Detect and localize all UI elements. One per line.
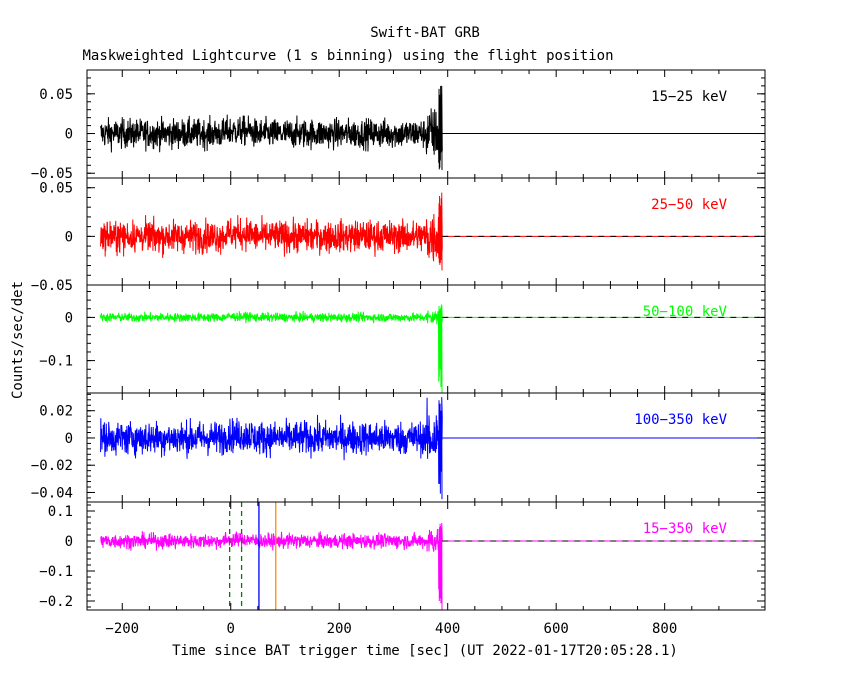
y-axis-label: Counts/sec/det [10, 281, 26, 399]
y-tick-label: 0.05 [39, 87, 73, 103]
x-axis-ticks: −200 0 200 400 600 800 [105, 621, 677, 637]
y-tick-label: 0 [65, 127, 73, 143]
panel-2: −0.1 0 50−100 keV [39, 284, 766, 394]
band-label-3: 100−350 keV [634, 412, 727, 428]
panel-1: −0.05 0 0.05 25−50 keV [31, 177, 766, 294]
x-tick-label: 600 [544, 621, 569, 637]
y-tick-label: 0 [65, 534, 73, 550]
band-label-4: 15−350 keV [643, 521, 728, 537]
band-label-2: 50−100 keV [643, 304, 728, 320]
chart-subtitle: Maskweighted Lightcurve (1 s binning) us… [82, 48, 613, 64]
y-tick-label: 0.02 [39, 404, 73, 420]
y-tick-label: −0.04 [31, 485, 73, 501]
y-tick-label: −0.2 [39, 594, 73, 610]
panel-0: −0.05 0 0.05 15−25 keV [31, 69, 766, 182]
panel-frame-4 [86, 501, 766, 611]
x-tick-label: −200 [105, 621, 139, 637]
band-label-0: 15−25 keV [651, 89, 727, 105]
y-tick-label: 0.05 [39, 181, 73, 197]
band-label-1: 25−50 keV [651, 197, 727, 213]
y-tick-label: 0 [65, 431, 73, 447]
x-tick-label: 800 [652, 621, 677, 637]
panel-3: −0.04 −0.02 0 0.02 100−350 keV [31, 392, 766, 503]
y-tick-label: 0 [65, 229, 73, 245]
x-axis-label: Time since BAT trigger time [sec] (UT 20… [172, 643, 678, 659]
y-tick-label: −0.1 [39, 354, 73, 370]
x-tick-label: 400 [435, 621, 460, 637]
x-tick-label: 200 [327, 621, 352, 637]
lightcurve-series-4 [100, 522, 443, 610]
y-tick-label: 0.1 [48, 504, 73, 520]
y-tick-label: −0.05 [31, 166, 73, 182]
y-tick-label: −0.1 [39, 564, 73, 580]
x-tick-label: 0 [227, 621, 235, 637]
lightcurve-series-2 [100, 304, 443, 393]
y-tick-label: 0 [65, 310, 73, 326]
lightcurve-series-3 [100, 397, 443, 500]
y-tick-label: −0.05 [31, 278, 73, 294]
lightcurve-series-1 [100, 192, 443, 271]
panel-frame-2 [86, 284, 766, 394]
lightcurve-series-0 [100, 85, 443, 171]
chart-title: Swift-BAT GRB [370, 25, 480, 41]
panel-4: −0.2 −0.1 0 0.1 15−350 keV [39, 501, 766, 611]
y-tick-label: −0.02 [31, 458, 73, 474]
